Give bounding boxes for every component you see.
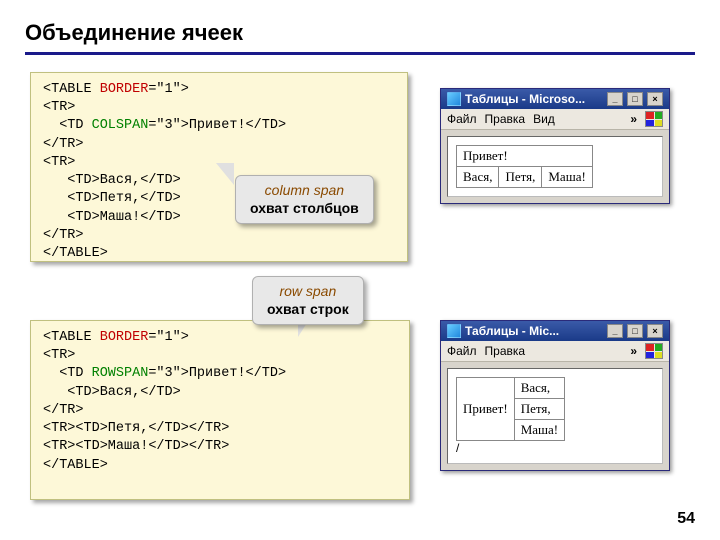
page-number: 54	[677, 510, 695, 528]
callout2-line2: охват строк	[267, 301, 349, 319]
menu-bar: Файл Правка »	[441, 341, 669, 362]
c2-l5: </TR>	[43, 403, 84, 418]
rendered-table-colspan: Привет! Вася, Петя, Маша!	[456, 145, 593, 188]
callout-rowspan: row span охват строк	[252, 276, 364, 325]
windows-logo-icon	[645, 343, 663, 359]
menu-bar: Файл Правка Вид »	[441, 109, 669, 130]
browser-content: Привет! Вася, Петя, Маша! /	[447, 368, 663, 464]
maximize-button[interactable]: □	[627, 92, 643, 106]
windows-logo-icon	[645, 111, 663, 127]
c1-l1a: <TABLE	[43, 82, 100, 97]
callout2-line1: row span	[267, 283, 349, 301]
menu-file[interactable]: Файл	[447, 112, 477, 126]
window-title: Таблицы - Mic...	[465, 324, 559, 338]
app-icon	[447, 324, 461, 338]
titlebar: Таблицы - Mic... _ □ ×	[441, 321, 669, 341]
c1-l4: </TR>	[43, 137, 84, 152]
app-icon	[447, 92, 461, 106]
c2-l1c: ="1">	[148, 330, 189, 345]
maximize-button[interactable]: □	[627, 324, 643, 338]
rendered-table-rowspan: Привет! Вася, Петя, Маша!	[456, 377, 565, 441]
cell-vasya: Вася,	[514, 378, 564, 399]
c2-l3b: ROWSPAN	[92, 366, 149, 381]
menu-more-icon[interactable]: »	[630, 344, 637, 358]
c1-l9: </TR>	[43, 228, 84, 243]
menu-file[interactable]: Файл	[447, 344, 477, 358]
cell-vasya: Вася,	[457, 167, 499, 188]
c2-l7: <TR><TD>Маша!</TD></TR>	[43, 439, 229, 454]
c1-l5: <TR>	[43, 155, 75, 170]
titlebar: Таблицы - Microso... _ □ ×	[441, 89, 669, 109]
c2-l2: <TR>	[43, 348, 75, 363]
c1-l1b: BORDER	[100, 82, 149, 97]
c1-l8: <TD>Маша!</TD>	[43, 210, 181, 225]
cell-hello: Привет!	[457, 378, 515, 441]
c2-l1a: <TABLE	[43, 330, 100, 345]
callout1-line1: column span	[250, 182, 359, 200]
c2-l4: <TD>Вася,</TD>	[43, 385, 181, 400]
callout1-line2: охват столбцов	[250, 200, 359, 218]
window-title: Таблицы - Microso...	[465, 92, 585, 106]
c1-l3a: <TD	[43, 118, 92, 133]
cell-hello: Привет!	[457, 146, 593, 167]
browser-window-colspan: Таблицы - Microso... _ □ × Файл Правка В…	[440, 88, 670, 204]
c1-l1c: ="1">	[148, 82, 189, 97]
browser-window-rowspan: Таблицы - Mic... _ □ × Файл Правка » При…	[440, 320, 670, 471]
code-block-rowspan: <TABLE BORDER="1"> <TR> <TD ROWSPAN="3">…	[30, 320, 410, 500]
menu-edit[interactable]: Правка	[485, 112, 526, 126]
c1-l7: <TD>Петя,</TD>	[43, 191, 181, 206]
c2-l6: <TR><TD>Петя,</TD></TR>	[43, 421, 229, 436]
browser-content: Привет! Вася, Петя, Маша!	[447, 136, 663, 197]
callout-colspan: column span охват столбцов	[235, 175, 374, 224]
cell-masha: Маша!	[542, 167, 592, 188]
page-title: Объединение ячеек	[25, 20, 695, 55]
close-button[interactable]: ×	[647, 324, 663, 338]
menu-edit[interactable]: Правка	[485, 344, 526, 358]
c2-l8: </TABLE>	[43, 458, 108, 473]
cell-petya: Петя,	[499, 167, 542, 188]
c1-l6: <TD>Вася,</TD>	[43, 173, 181, 188]
cell-masha: Маша!	[514, 420, 564, 441]
close-button[interactable]: ×	[647, 92, 663, 106]
menu-view[interactable]: Вид	[533, 112, 555, 126]
minimize-button[interactable]: _	[607, 324, 623, 338]
c2-l3c: ="3">Привет!</TD>	[148, 366, 286, 381]
menu-more-icon[interactable]: »	[630, 112, 637, 126]
callout-tail-1	[216, 163, 234, 185]
cell-petya: Петя,	[514, 399, 564, 420]
c1-l2: <TR>	[43, 100, 75, 115]
minimize-button[interactable]: _	[607, 92, 623, 106]
c1-l10: </TABLE>	[43, 246, 108, 261]
c1-l3c: ="3">Привет!</TD>	[148, 118, 286, 133]
c2-l1b: BORDER	[100, 330, 149, 345]
c2-l3a: <TD	[43, 366, 92, 381]
c1-l3b: COLSPAN	[92, 118, 149, 133]
